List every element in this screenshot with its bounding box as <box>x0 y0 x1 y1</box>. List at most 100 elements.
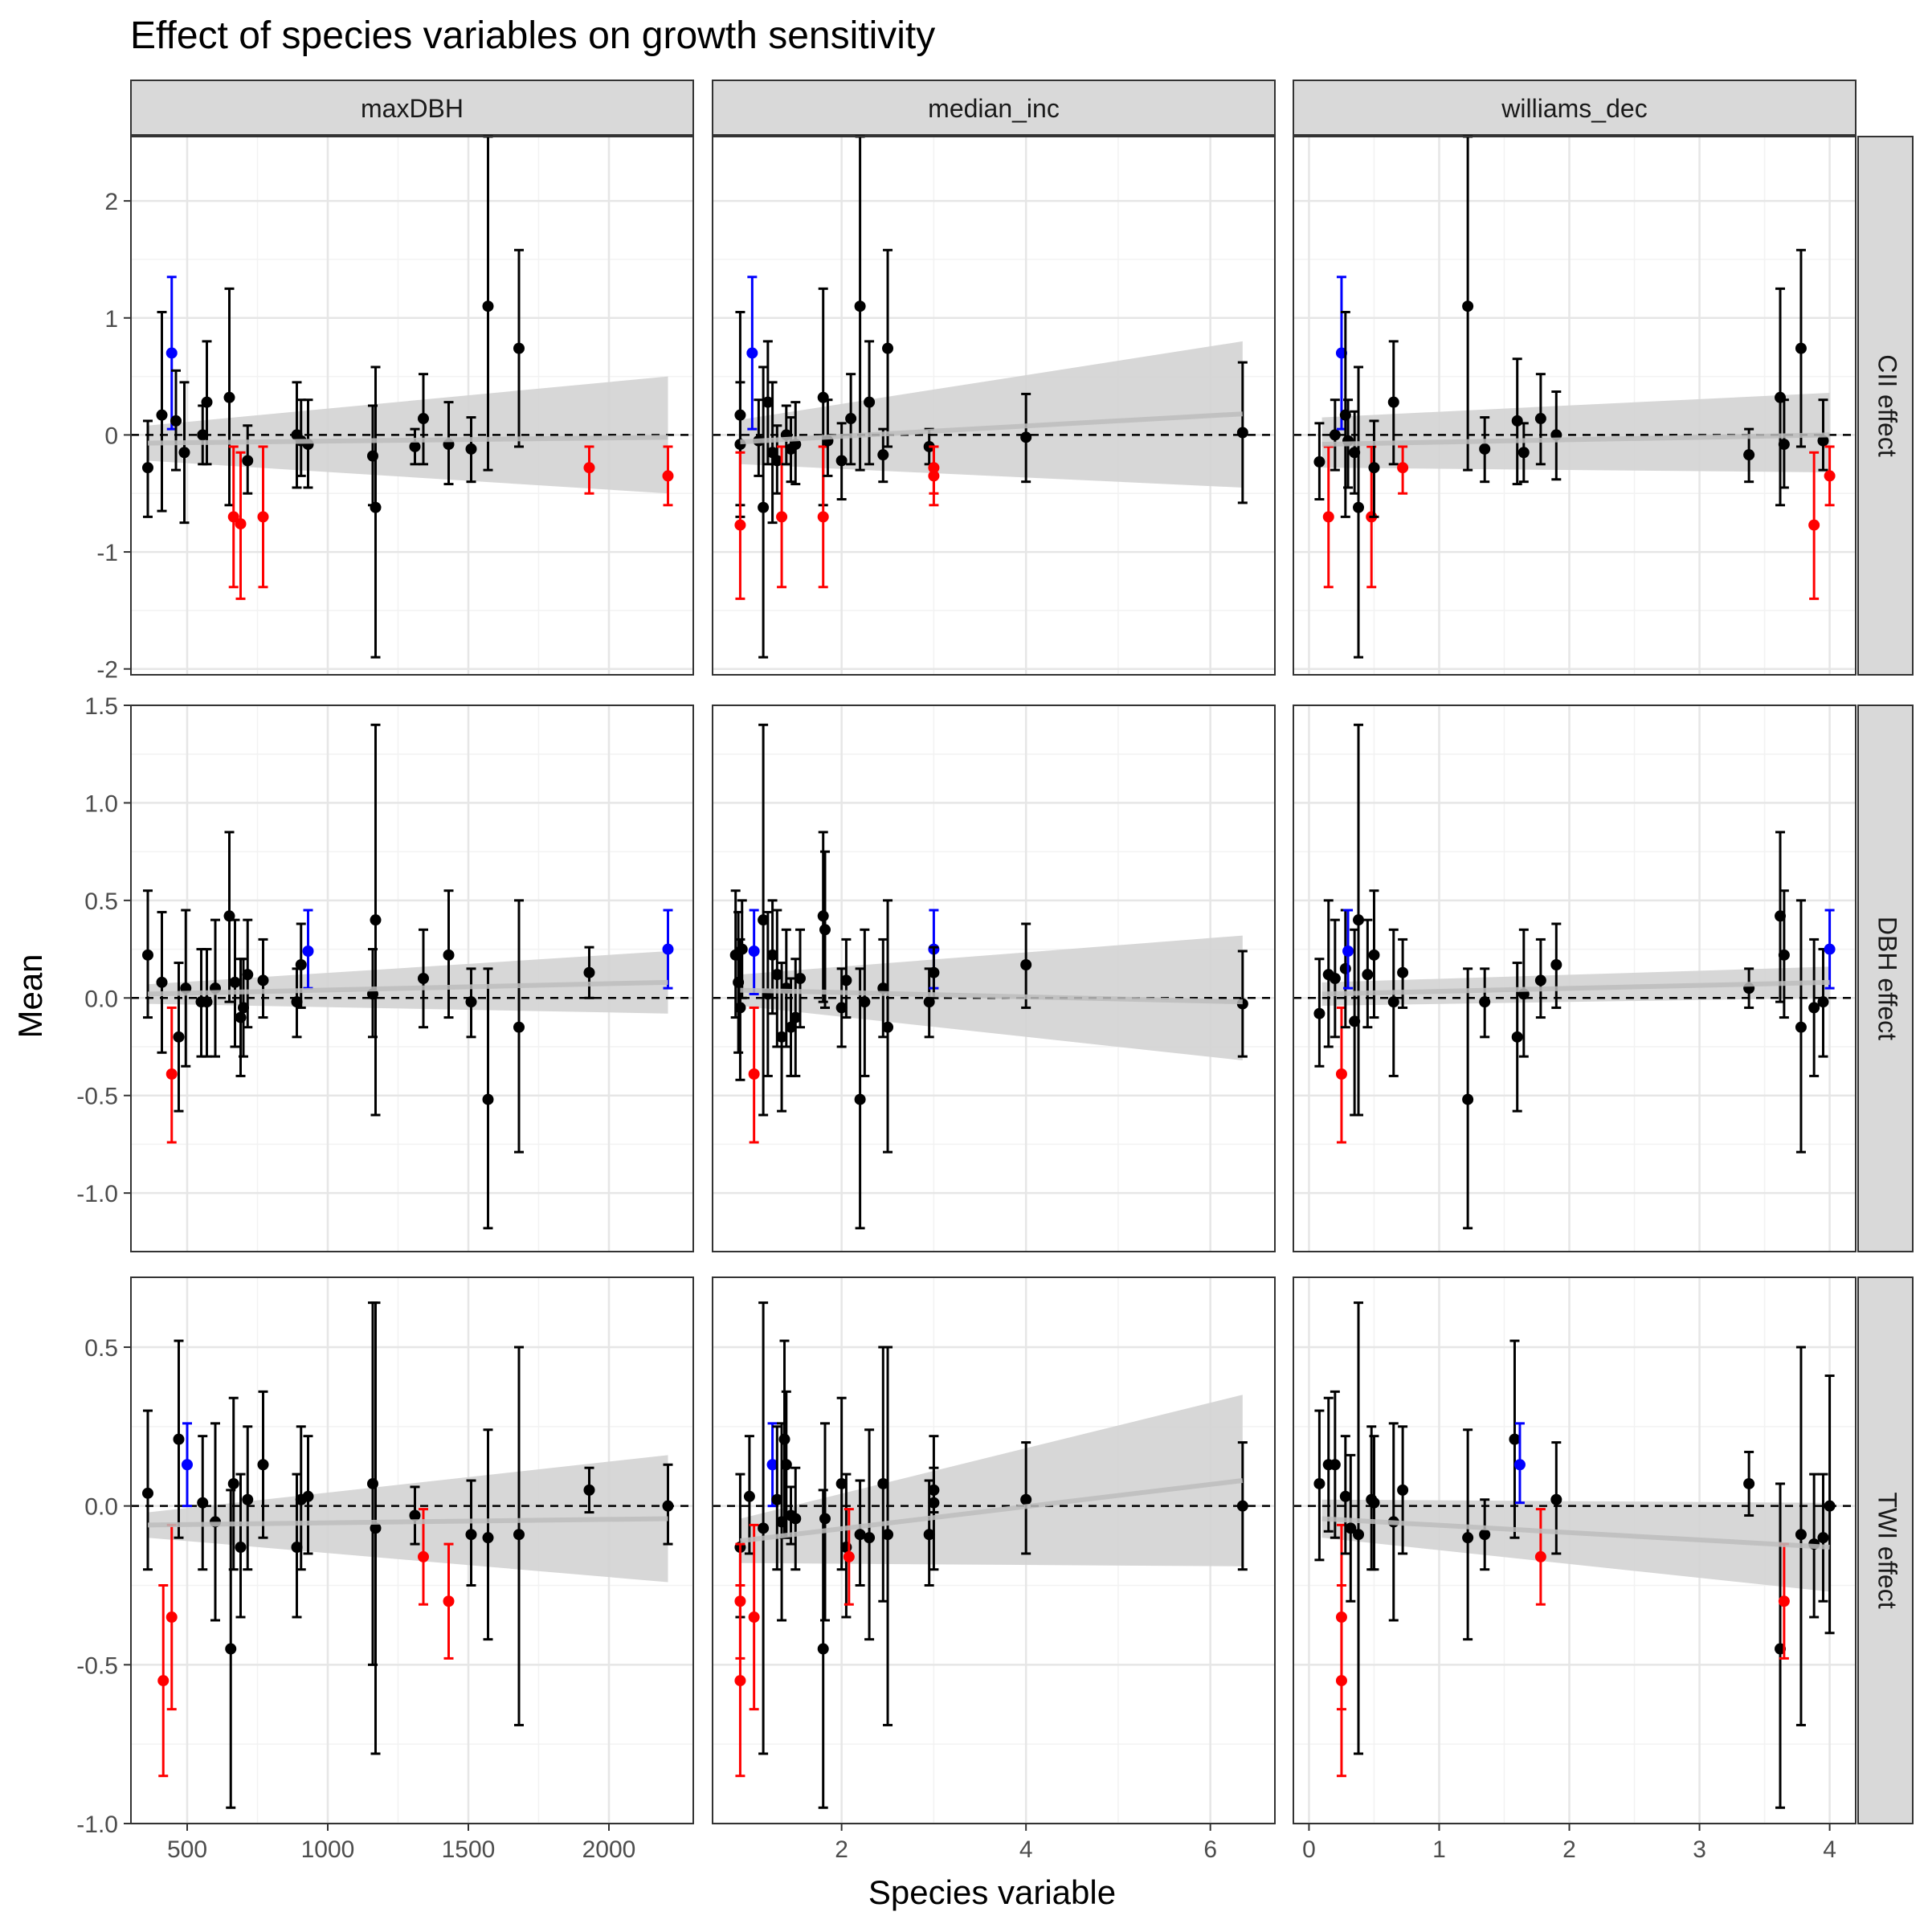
data-point <box>291 996 303 1008</box>
data-point-group <box>223 831 235 1003</box>
y-axis-tick-label: -1 <box>96 540 118 566</box>
data-point-group <box>1335 1583 1347 1778</box>
data-point <box>156 976 168 988</box>
data-point <box>465 1529 477 1541</box>
data-point-group <box>928 946 940 999</box>
panels-layer: maxDBH median_inc williams_dec CII effect DB… <box>76 80 1914 1863</box>
data-point-group <box>1517 422 1530 484</box>
data-point <box>1342 946 1354 957</box>
data-point <box>845 413 857 425</box>
data-point <box>513 1529 525 1541</box>
panel-border <box>130 705 694 1252</box>
data-point <box>923 1529 935 1541</box>
data-point <box>1795 342 1807 354</box>
data-point <box>746 347 758 359</box>
panel-williams-dec-dbh-effect <box>1293 704 1857 1252</box>
data-point-group <box>583 445 595 495</box>
x-axis-title: Species variable <box>868 1873 1116 1911</box>
y-axis-tick-label: 0 <box>104 423 118 449</box>
data-point <box>201 396 213 408</box>
data-point-group <box>840 937 852 1019</box>
data-point-group <box>819 850 831 1009</box>
data-point-group <box>409 1485 421 1546</box>
data-point <box>157 1675 170 1687</box>
data-point-group <box>854 135 866 472</box>
data-point-group <box>766 1422 778 1508</box>
data-point-group <box>877 427 889 484</box>
data-point <box>1397 462 1409 474</box>
column-strip-label-median-inc: median_inc <box>928 94 1060 123</box>
panel-median-inc-cii-effect <box>712 135 1276 676</box>
data-point-group <box>1397 1425 1409 1555</box>
data-point-group <box>736 899 748 999</box>
panel-median-inc-twi-effect: 2 4 6 <box>712 1276 1276 1863</box>
data-point <box>662 1500 674 1512</box>
data-point <box>734 1002 746 1014</box>
data-point <box>776 1031 788 1043</box>
data-point-group <box>157 1583 170 1778</box>
data-point-group <box>790 401 802 486</box>
data-point <box>1479 996 1491 1008</box>
data-point <box>1778 439 1790 451</box>
data-point-group <box>1339 1435 1351 1555</box>
data-point <box>1550 959 1562 970</box>
data-point <box>1511 415 1523 427</box>
data-point <box>370 914 382 926</box>
data-point <box>758 501 770 513</box>
data-point-group <box>748 1523 760 1711</box>
data-point-group <box>173 962 185 1113</box>
data-point <box>1353 914 1365 926</box>
data-point <box>173 1433 185 1445</box>
panel-border <box>712 1276 1276 1824</box>
data-point <box>201 996 213 1008</box>
data-point-group <box>1817 398 1829 472</box>
data-point-group <box>1513 1422 1526 1505</box>
data-point-group <box>845 373 857 466</box>
data-point <box>1339 962 1351 974</box>
regression-fit-line <box>1321 979 1830 997</box>
data-point-group <box>443 401 455 486</box>
data-point-group <box>1534 937 1546 1019</box>
row-strip-cii-effect <box>1857 136 1914 676</box>
data-point-group <box>418 373 429 466</box>
data-point <box>758 1522 770 1534</box>
data-point-group <box>1236 1441 1248 1571</box>
panel-williams-dec-cii-effect <box>1293 135 1857 676</box>
column-strip-median-inc <box>712 80 1276 136</box>
data-point <box>1795 1529 1807 1541</box>
data-point <box>840 974 852 986</box>
data-point <box>766 1459 778 1471</box>
y-axis-tick-label: 0.0 <box>84 986 118 1012</box>
regression-fit-line <box>740 1478 1244 1544</box>
data-point-group <box>302 1435 314 1555</box>
confidence-ribbon <box>148 1455 668 1583</box>
data-point-group <box>1322 899 1334 1048</box>
y-axis-tick-label: -1.0 <box>76 1812 118 1838</box>
panel-border <box>1293 705 1857 1252</box>
data-point <box>1236 427 1248 439</box>
data-point <box>1397 1484 1409 1496</box>
data-point-group <box>443 1542 455 1660</box>
y-axis-tick-label: 0.5 <box>84 1335 118 1362</box>
y-axis-tick-label: 1.5 <box>84 693 118 720</box>
regression-fit-line <box>147 979 668 997</box>
data-point-group <box>142 1409 153 1571</box>
x-axis-tick-label: 2000 <box>582 1836 636 1863</box>
data-point <box>1817 996 1829 1008</box>
data-point-group <box>418 1508 429 1606</box>
data-point <box>235 518 247 530</box>
data-point-group <box>1397 937 1409 1009</box>
data-point <box>1534 1550 1546 1562</box>
data-point-group <box>734 1583 746 1778</box>
data-point-group <box>513 1346 525 1726</box>
x-axis-tick-label: 500 <box>167 1836 207 1863</box>
data-point-group <box>854 967 866 1230</box>
data-point <box>1462 1532 1474 1544</box>
data-point-group <box>1236 361 1248 504</box>
data-point <box>835 455 848 467</box>
data-point <box>1020 1493 1032 1505</box>
data-point <box>1743 449 1755 461</box>
regression-fit-line <box>1321 432 1830 447</box>
data-point-group <box>771 909 783 1048</box>
